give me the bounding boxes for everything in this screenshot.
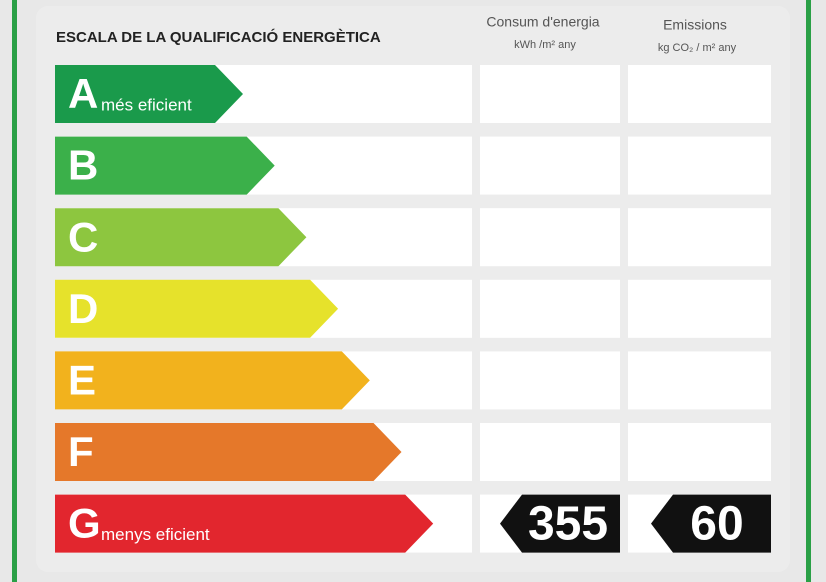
column-title: Consum d'energia bbox=[486, 14, 599, 30]
rating-letter: D bbox=[68, 285, 98, 332]
column-unit: kWh /m² any bbox=[514, 39, 576, 51]
rating-letter: E bbox=[68, 356, 96, 403]
value-badge bbox=[651, 494, 771, 553]
rating-letter: C bbox=[68, 213, 98, 260]
rating-letter: B bbox=[68, 142, 98, 189]
emissions-cell bbox=[628, 136, 771, 195]
rating-arrow bbox=[55, 208, 307, 267]
border-right bbox=[806, 0, 811, 582]
rating-arrow bbox=[55, 65, 243, 123]
consum-cell bbox=[480, 208, 620, 267]
consum-value: 355 bbox=[528, 497, 608, 550]
rating-arrow bbox=[55, 351, 370, 410]
emissions-cell bbox=[628, 423, 771, 481]
title: ESCALA DE LA QUALIFICACIÓ ENERGÈTICA bbox=[56, 28, 381, 46]
column-title: Emissions bbox=[663, 17, 727, 33]
consum-cell bbox=[480, 351, 620, 410]
column-unit: kg CO₂ / m² any bbox=[658, 42, 737, 54]
emissions-cell bbox=[628, 65, 771, 123]
consum-cell bbox=[480, 279, 620, 338]
rating-letter: G bbox=[68, 500, 101, 547]
consum-cell bbox=[480, 136, 620, 195]
rating-letter: F bbox=[68, 428, 94, 475]
emissions-cell bbox=[628, 208, 771, 267]
value-badge bbox=[500, 494, 620, 553]
emissions-value: 60 bbox=[690, 497, 743, 550]
consum-cell bbox=[480, 423, 620, 481]
border-left bbox=[12, 0, 17, 582]
rating-arrow bbox=[55, 423, 402, 481]
rating-letter: A bbox=[68, 70, 98, 117]
rating-arrow bbox=[55, 279, 339, 338]
rating-arrow bbox=[55, 494, 434, 553]
rating-label: més eficient bbox=[101, 95, 192, 114]
rating-label: menys eficient bbox=[101, 525, 210, 544]
rating-arrow bbox=[55, 136, 275, 195]
emissions-cell bbox=[628, 279, 771, 338]
emissions-cell bbox=[628, 351, 771, 410]
consum-cell bbox=[480, 65, 620, 123]
